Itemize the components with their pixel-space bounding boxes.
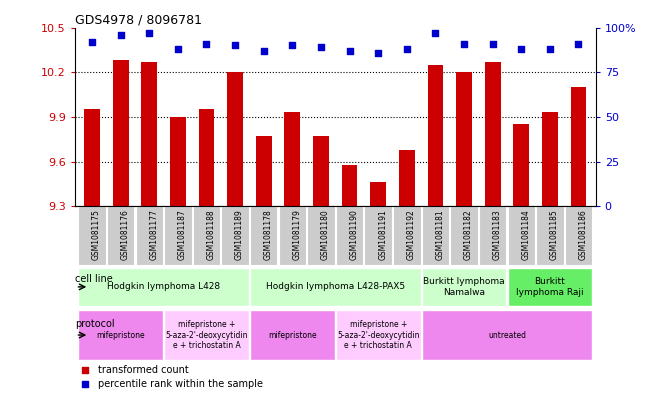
Bar bbox=[113, 60, 128, 206]
Bar bbox=[227, 72, 243, 206]
Text: GSM1081177: GSM1081177 bbox=[149, 209, 158, 260]
Bar bbox=[164, 206, 191, 265]
Text: GSM1081184: GSM1081184 bbox=[521, 209, 531, 260]
Bar bbox=[450, 206, 478, 265]
Point bbox=[201, 40, 212, 47]
Bar bbox=[393, 206, 421, 265]
Point bbox=[173, 46, 183, 52]
Point bbox=[516, 46, 527, 52]
Text: Hodgkin lymphoma L428: Hodgkin lymphoma L428 bbox=[107, 283, 220, 291]
Point bbox=[230, 42, 240, 48]
Text: cell line: cell line bbox=[76, 274, 113, 284]
Bar bbox=[84, 110, 100, 206]
Bar bbox=[514, 124, 529, 206]
Bar bbox=[279, 206, 306, 265]
Bar bbox=[565, 206, 592, 265]
Bar bbox=[422, 206, 449, 265]
Bar bbox=[342, 165, 357, 206]
Text: GSM1081189: GSM1081189 bbox=[235, 209, 244, 260]
Point bbox=[488, 40, 498, 47]
Point bbox=[344, 48, 355, 54]
Point bbox=[80, 381, 90, 387]
Bar bbox=[284, 112, 300, 206]
Text: GDS4978 / 8096781: GDS4978 / 8096781 bbox=[75, 13, 202, 26]
Text: GSM1081176: GSM1081176 bbox=[120, 209, 130, 260]
Bar bbox=[221, 206, 249, 265]
Bar bbox=[422, 310, 592, 360]
Bar bbox=[141, 62, 157, 206]
Bar bbox=[508, 268, 592, 306]
Bar bbox=[78, 206, 105, 265]
Text: GSM1081175: GSM1081175 bbox=[92, 209, 101, 260]
Bar bbox=[199, 110, 214, 206]
Text: Burkitt lymphoma
Namalwa: Burkitt lymphoma Namalwa bbox=[423, 277, 505, 297]
Text: GSM1081179: GSM1081179 bbox=[292, 209, 301, 260]
Point bbox=[115, 31, 126, 38]
Bar bbox=[336, 206, 363, 265]
Text: GSM1081178: GSM1081178 bbox=[264, 209, 273, 260]
Bar bbox=[250, 206, 277, 265]
Text: protocol: protocol bbox=[76, 320, 115, 329]
Text: transformed count: transformed count bbox=[98, 365, 189, 375]
Bar bbox=[336, 310, 421, 360]
Bar bbox=[485, 62, 501, 206]
Bar bbox=[135, 206, 163, 265]
Bar bbox=[456, 72, 472, 206]
Text: GSM1081191: GSM1081191 bbox=[378, 209, 387, 260]
Point bbox=[545, 46, 555, 52]
Text: Burkitt
lymphoma Raji: Burkitt lymphoma Raji bbox=[516, 277, 584, 297]
Text: GSM1081192: GSM1081192 bbox=[407, 209, 416, 260]
Bar bbox=[536, 206, 564, 265]
Bar bbox=[542, 112, 558, 206]
Text: mifepristone: mifepristone bbox=[268, 331, 316, 340]
Text: mifepristone +
5-aza-2'-deoxycytidin
e + trichostatin A: mifepristone + 5-aza-2'-deoxycytidin e +… bbox=[165, 320, 248, 350]
Text: GSM1081187: GSM1081187 bbox=[178, 209, 187, 260]
Point bbox=[287, 42, 298, 48]
Text: mifepristone +
5-aza-2'-deoxycytidin
e + trichostatin A: mifepristone + 5-aza-2'-deoxycytidin e +… bbox=[337, 320, 419, 350]
Text: percentile rank within the sample: percentile rank within the sample bbox=[98, 379, 263, 389]
Point bbox=[258, 48, 269, 54]
Text: GSM1081182: GSM1081182 bbox=[464, 209, 473, 260]
Bar bbox=[571, 87, 587, 206]
Bar bbox=[250, 268, 421, 306]
Bar bbox=[250, 310, 335, 360]
Bar bbox=[370, 182, 386, 206]
Bar bbox=[313, 136, 329, 206]
Text: mifepristone: mifepristone bbox=[96, 331, 145, 340]
Bar bbox=[422, 268, 506, 306]
Bar bbox=[479, 206, 506, 265]
Text: GSM1081181: GSM1081181 bbox=[436, 209, 445, 260]
Point bbox=[87, 39, 97, 45]
Bar bbox=[307, 206, 335, 265]
Point bbox=[402, 46, 412, 52]
Point bbox=[373, 50, 383, 56]
Text: GSM1081188: GSM1081188 bbox=[206, 209, 215, 260]
Bar bbox=[164, 310, 249, 360]
Text: GSM1081183: GSM1081183 bbox=[493, 209, 502, 260]
Bar bbox=[365, 206, 392, 265]
Bar bbox=[78, 310, 163, 360]
Bar bbox=[508, 206, 535, 265]
Bar bbox=[78, 268, 249, 306]
Bar bbox=[107, 206, 134, 265]
Text: untreated: untreated bbox=[488, 331, 526, 340]
Bar bbox=[256, 136, 271, 206]
Point bbox=[316, 44, 326, 50]
Text: Hodgkin lymphoma L428-PAX5: Hodgkin lymphoma L428-PAX5 bbox=[266, 283, 405, 291]
Bar bbox=[193, 206, 220, 265]
Bar bbox=[170, 117, 186, 206]
Point bbox=[144, 30, 154, 36]
Text: GSM1081190: GSM1081190 bbox=[350, 209, 359, 260]
Text: GSM1081185: GSM1081185 bbox=[550, 209, 559, 260]
Point bbox=[430, 30, 441, 36]
Text: GSM1081186: GSM1081186 bbox=[579, 209, 587, 260]
Text: GSM1081180: GSM1081180 bbox=[321, 209, 330, 260]
Point bbox=[80, 367, 90, 373]
Bar bbox=[399, 150, 415, 206]
Bar bbox=[428, 65, 443, 206]
Point bbox=[459, 40, 469, 47]
Point bbox=[574, 40, 584, 47]
